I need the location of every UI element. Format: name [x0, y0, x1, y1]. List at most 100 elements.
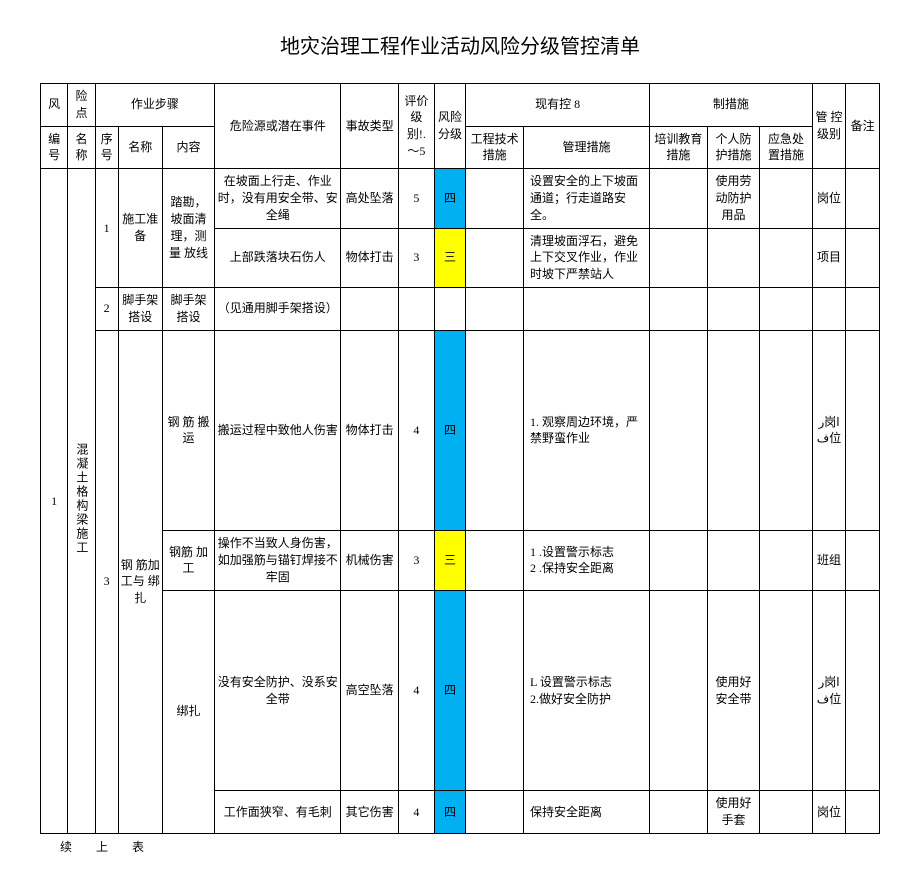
cell-train [649, 330, 707, 531]
cell-stepname: 钢 筋加 工与 绑扎 [118, 330, 162, 833]
cell-mgmt [523, 287, 649, 330]
cell-hazard: 上部跌落块石伤人 [215, 228, 341, 287]
table-row: 3 钢 筋加 工与 绑扎 钢 筋 搬运 搬运过程中致他人伤害 物体打击 4 四 … [41, 330, 880, 531]
cell-ctrl: ر岗اف位 [812, 330, 846, 531]
cell-mgmt: 1. 观察周边环境，严禁野蛮作业 [523, 330, 649, 531]
cell-train [649, 228, 707, 287]
cell-emerg [760, 169, 813, 228]
cell-ppe [707, 228, 760, 287]
footer-note: 续上表 [40, 838, 880, 855]
cell-eval: 4 [399, 590, 435, 791]
cell-hazard: 在坡面上行走、作业时，没有用安全带、安全绳 [215, 169, 341, 228]
cell-ctrl: 岗位 [812, 791, 846, 834]
cell-acc: 高处坠落 [341, 169, 399, 228]
hdr-content: 内容 [162, 126, 215, 169]
hdr-train: 培训教育措施 [649, 126, 707, 169]
cell-hazard: 工作面狭窄、有毛刺 [215, 791, 341, 834]
hdr-acc: 事故类型 [341, 84, 399, 169]
cell-risk: 四 [434, 169, 466, 228]
cell-content: 钢筋 加工 [162, 531, 215, 590]
cell-risk: 四 [434, 791, 466, 834]
cell-emerg [760, 287, 813, 330]
cell-tech [466, 287, 524, 330]
hdr-mgmt: 管理措施 [523, 126, 649, 169]
cell-eval [399, 287, 435, 330]
cell-risk [434, 287, 466, 330]
table-row: 1 混凝土格构梁施工 1 施工准备 踏勘，坡面清理，测 量 放线 在坡面上行走、… [41, 169, 880, 228]
hdr-risk: 风险分级 [434, 84, 466, 169]
hdr-seq: 序号 [95, 126, 118, 169]
cell-risk: 四 [434, 330, 466, 531]
cell-note [846, 330, 880, 531]
cell-note [846, 169, 880, 228]
risk-table: 风 险点 作业步骤 危险源或潜在事件 事故类型 评价级别!.～5 风险分级 现有… [40, 83, 880, 834]
hdr-ctrllvl: 管 控级别 [812, 84, 846, 169]
hdr-note: 备注 [846, 84, 880, 169]
cell-ppe [707, 287, 760, 330]
cell-ctrl: 岗位 [812, 169, 846, 228]
hdr-steps: 作业步骤 [95, 84, 215, 127]
cell-emerg [760, 330, 813, 531]
cell-acc: 机械伤害 [341, 531, 399, 590]
cell-content: 踏勘，坡面清理，测 量 放线 [162, 169, 215, 288]
hdr-riskpoint-a: 风 [41, 84, 68, 127]
cell-risk: 四 [434, 590, 466, 791]
cell-stepname: 施工准备 [118, 169, 162, 288]
cell-mgmt: 清理坡面浮石，避免上下交叉作业，作业时坡下严禁站人 [523, 228, 649, 287]
table-row: 钢筋 加工 操作不当致人身伤害，如加强筋与锚钉焊接不牢固 机械伤害 3 三 1 … [41, 531, 880, 590]
hdr-ppe: 个人防护措施 [707, 126, 760, 169]
cell-emerg [760, 531, 813, 590]
cell-acc [341, 287, 399, 330]
cell-seq: 3 [95, 330, 118, 833]
cell-tech [466, 531, 524, 590]
cell-ctrl: 班组 [812, 531, 846, 590]
cell-tech [466, 791, 524, 834]
hdr-hazard: 危险源或潜在事件 [215, 84, 341, 169]
cell-content: 脚手架搭设 [162, 287, 215, 330]
hdr-eval: 评价级别!.～5 [399, 84, 435, 169]
cell-mgmt: 1 .设置警示标志 2 .保持安全距离 [523, 531, 649, 590]
hdr-measures: 制措施 [649, 84, 812, 127]
cell-ppe [707, 330, 760, 531]
cell-eval: 3 [399, 531, 435, 590]
cell-tech [466, 169, 524, 228]
cell-tech [466, 330, 524, 531]
cell-risk: 三 [434, 228, 466, 287]
hdr-no: 编号 [41, 126, 68, 169]
hdr-name: 名称 [68, 126, 95, 169]
cell-ppe: 使用好安全带 [707, 590, 760, 791]
cell-note [846, 791, 880, 834]
cell-stepname: 脚手架搭设 [118, 287, 162, 330]
cell-mgmt: 设置安全的上下坡面通道；行走道路安全。 [523, 169, 649, 228]
cell-note [846, 531, 880, 590]
cell-train [649, 791, 707, 834]
table-row: 2 脚手架搭设 脚手架搭设 （见通用脚手架搭设） [41, 287, 880, 330]
cell-tech [466, 590, 524, 791]
cell-train [649, 287, 707, 330]
hdr-emerg: 应急处置措施 [760, 126, 813, 169]
cell-acc: 物体打击 [341, 228, 399, 287]
cell-hazard: （见通用脚手架搭设） [215, 287, 341, 330]
cell-eval: 4 [399, 330, 435, 531]
cell-note [846, 287, 880, 330]
cell-hazard: 搬运过程中致他人伤害 [215, 330, 341, 531]
cell-content: 绑扎 [162, 590, 215, 833]
cell-ctrl: ر岗اف位 [812, 590, 846, 791]
cell-eval: 4 [399, 791, 435, 834]
cell-eval: 5 [399, 169, 435, 228]
cell-note [846, 590, 880, 791]
hdr-riskpoint-b: 险点 [68, 84, 95, 127]
cell-acc: 物体打击 [341, 330, 399, 531]
cell-content: 钢 筋 搬运 [162, 330, 215, 531]
cell-group-name: 混凝土格构梁施工 [68, 169, 95, 834]
cell-ctrl: 项目 [812, 228, 846, 287]
cell-eval: 3 [399, 228, 435, 287]
table-row: 绑扎 没有安全防护、没系安全带 高空坠落 4 四 L 设置警示标志 2.做好安全… [41, 590, 880, 791]
cell-train [649, 531, 707, 590]
hdr-existing: 现有控 8 [466, 84, 650, 127]
cell-mgmt: 保持安全距离 [523, 791, 649, 834]
cell-seq: 2 [95, 287, 118, 330]
cell-acc: 其它伤害 [341, 791, 399, 834]
cell-ppe [707, 531, 760, 590]
cell-mgmt: L 设置警示标志 2.做好安全防护 [523, 590, 649, 791]
